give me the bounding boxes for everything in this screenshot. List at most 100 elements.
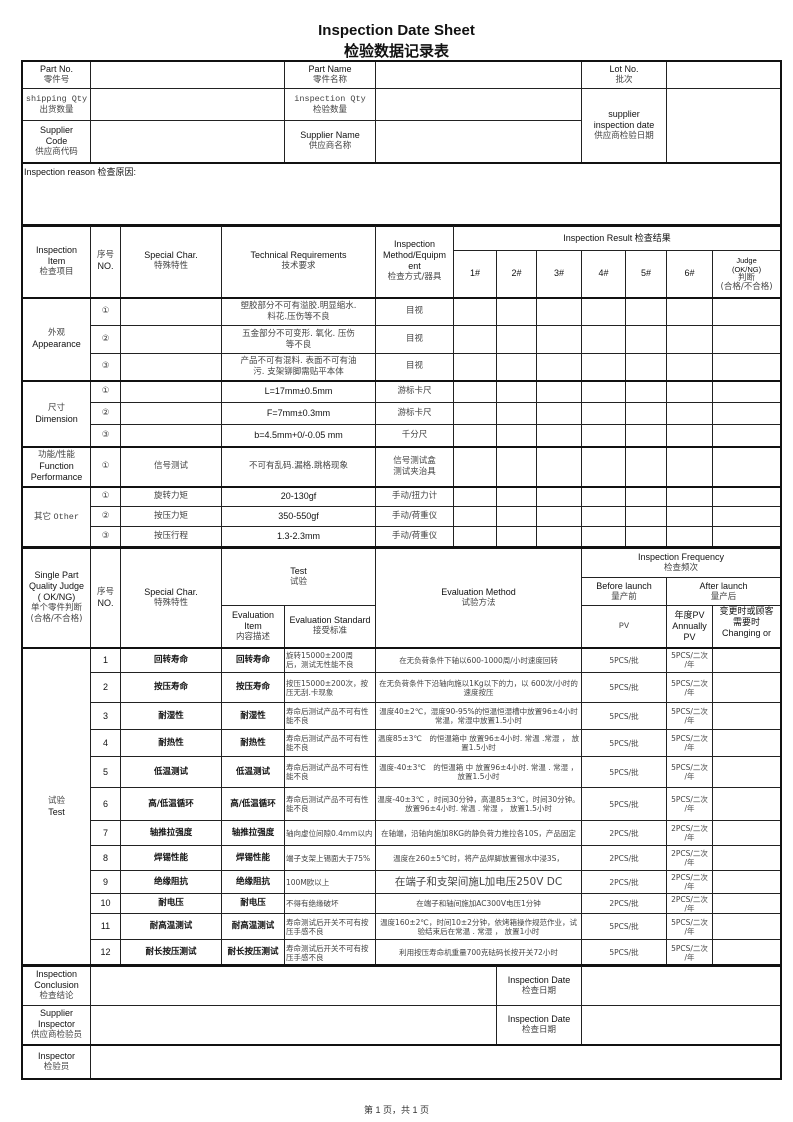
result-cell <box>453 325 497 354</box>
inspection-row: ② 按压力矩 350-550gf 手动/荷重仪 <box>23 506 782 527</box>
result-cell <box>496 424 537 447</box>
result-cell <box>453 379 497 403</box>
result-cell <box>666 296 713 326</box>
test-annual-pv: 5PCS/二次 /年 <box>666 787 714 821</box>
result-cell <box>666 353 713 381</box>
row-no: ② <box>90 325 121 354</box>
test-changing-cell <box>712 702 782 730</box>
col-test-no: 序号 NO. <box>90 548 121 648</box>
lot-no-label: Lot No. 批次 <box>581 61 667 89</box>
test-evaluation-item: 焊锡性能 <box>221 845 285 871</box>
row-inspection-method: 千分尺 <box>375 424 454 447</box>
row-no: ② <box>90 506 121 527</box>
col-no: 序号 NO. <box>90 225 121 298</box>
test-evaluation-item: 回转寿命 <box>221 646 285 673</box>
row-technical-requirement: 1.3-2.3mm <box>221 526 376 547</box>
test-changing-cell <box>712 672 782 703</box>
row-special-char: 信号测试 <box>120 445 222 487</box>
col-test: Test 试验 <box>220 548 377 606</box>
supplier-inspection-date-label-footer: Inspection Date 检查日期 <box>496 1005 582 1045</box>
part-name-label: Part Name 零件名称 <box>284 61 376 89</box>
result-cell <box>453 506 497 527</box>
group-label: 其它 Other <box>22 485 91 547</box>
inspection-qty-label: inspection Qty 检验数量 <box>284 88 376 121</box>
shipping-qty-label: shipping Qty 出货数量 <box>22 88 91 121</box>
judge-cell <box>711 485 782 507</box>
result-cell <box>625 402 667 425</box>
test-no: 11 <box>90 913 121 940</box>
test-evaluation-item: 耐高温测试 <box>221 913 285 940</box>
col-evaluation-item: Evaluation Item 内容描述 <box>221 605 285 648</box>
test-annual-pv: 5PCS/二次 /年 <box>666 729 714 757</box>
test-evaluation-method: 温度-40±3℃ ，时间30分钟，高温85±3℃，时间30分钟。 放置96±4小… <box>375 787 583 821</box>
result-cell <box>536 485 582 507</box>
test-special-char: 低温测试 <box>120 756 222 788</box>
test-evaluation-standard: 寿命后测试产品不可有性能不良 <box>283 702 377 730</box>
judge-cell <box>711 506 782 527</box>
result-cell <box>453 424 497 447</box>
test-evaluation-item: 耐电压 <box>221 893 285 914</box>
test-evaluation-method: 在无负荷条件下轴以600-1000周/小时速度回转 <box>375 646 583 673</box>
test-annual-pv: 5PCS/二次 /年 <box>666 702 714 730</box>
supplier-inspection-date-label: supplier inspection date 供应商检验日期 <box>581 88 667 163</box>
result-cell <box>536 506 582 527</box>
result-cell <box>666 379 713 403</box>
test-special-char: 耐湿性 <box>120 702 222 730</box>
row-no: ① <box>90 485 121 507</box>
inspection-row: 功能/性能 Function Performance ① 信号测试 不可有乱码.漏格.跳… <box>22 445 782 487</box>
test-changing-cell <box>712 870 782 894</box>
result-cell <box>581 445 626 487</box>
test-evaluation-standard: 寿命测试后开关不可有按压手感不良 <box>283 939 377 966</box>
row-technical-requirement: 产品不可有混料. 表面不可有油 污. 支架铆脚需贴平本体 <box>221 353 376 381</box>
test-no: 8 <box>90 845 121 871</box>
col-evaluation-standard: Evaluation Standard 接受标准 <box>283 605 377 648</box>
test-pv: 2PCS/批 <box>581 870 668 894</box>
test-row: 2 按压寿命 按压寿命 按压15000±200次，按压无刮.卡现象 在无负荷条件下沿轴向… <box>23 672 782 703</box>
result-cell <box>666 506 713 527</box>
test-special-char: 耐热性 <box>120 729 222 757</box>
result-cell <box>496 485 537 507</box>
result-cell <box>496 526 537 547</box>
shipping-qty-value <box>90 88 285 121</box>
result-cell <box>625 526 667 547</box>
supplier-inspection-date-value <box>666 88 781 163</box>
lot-no-value <box>666 61 781 89</box>
test-evaluation-item: 耐长按压测试 <box>221 939 285 966</box>
inspection-row: ② F=7mm±0.3mm 游标卡尺 <box>23 402 782 425</box>
inspector-label: Inspector 检验员 <box>22 1043 91 1079</box>
col-technical-requirements: Technical Requirements 技术要求 <box>221 225 376 298</box>
test-evaluation-method: 温度在260±5℃时，将产品焊脚放置锡水中浸3S， <box>375 845 583 871</box>
col-special-char: Special Char. 特殊特性 <box>120 225 222 298</box>
test-pv: 5PCS/批 <box>581 646 668 673</box>
row-no: ③ <box>90 526 121 547</box>
judge-cell <box>711 296 782 326</box>
inspection-row: ③ 按压行程 1.3-2.3mm 手动/荷重仪 <box>23 526 782 547</box>
judge-cell <box>711 353 782 381</box>
result-cell <box>453 296 497 326</box>
row-inspection-method: 游标卡尺 <box>375 379 454 403</box>
row-technical-requirement: 五金部分不可变形. 氧化. 压伤 等不良 <box>221 325 376 354</box>
test-evaluation-standard: 100M欧以上 <box>283 870 377 894</box>
test-evaluation-item: 耐湿性 <box>221 702 285 730</box>
header-info-table: Part No. 零件号 Part Name 零件名称 Lot No. 批次 ship… <box>21 60 782 227</box>
test-special-char: 耐高温测试 <box>120 913 222 940</box>
test-evaluation-method: 在轴端，沿轴向施加8KG的静负荷力推拉各10S，产品固定 <box>375 820 583 846</box>
result-cell <box>666 325 713 354</box>
col-inspection-method: Inspection Method/Equipm ent 检查方式/器具 <box>375 225 454 298</box>
test-changing-cell <box>712 913 782 940</box>
result-cell <box>453 445 497 487</box>
test-special-char: 耐电压 <box>120 893 222 914</box>
test-pv: 5PCS/批 <box>581 729 668 757</box>
result-cell <box>453 402 497 425</box>
supplier-name-label: Supplier Name 供应商名称 <box>284 120 376 163</box>
row-special-char: 按压力矩 <box>120 506 222 527</box>
row-no: ③ <box>90 353 121 381</box>
result-cell <box>496 325 537 354</box>
row-technical-requirement: F=7mm±0.3mm <box>221 402 376 425</box>
row-technical-requirement: 20-130gf <box>221 485 376 507</box>
test-pv: 5PCS/批 <box>581 702 668 730</box>
test-changing-cell <box>712 820 782 846</box>
result-cell <box>536 353 582 381</box>
test-annual-pv: 5PCS/二次 /年 <box>666 939 714 966</box>
row-inspection-method: 手动/荷重仪 <box>375 506 454 527</box>
